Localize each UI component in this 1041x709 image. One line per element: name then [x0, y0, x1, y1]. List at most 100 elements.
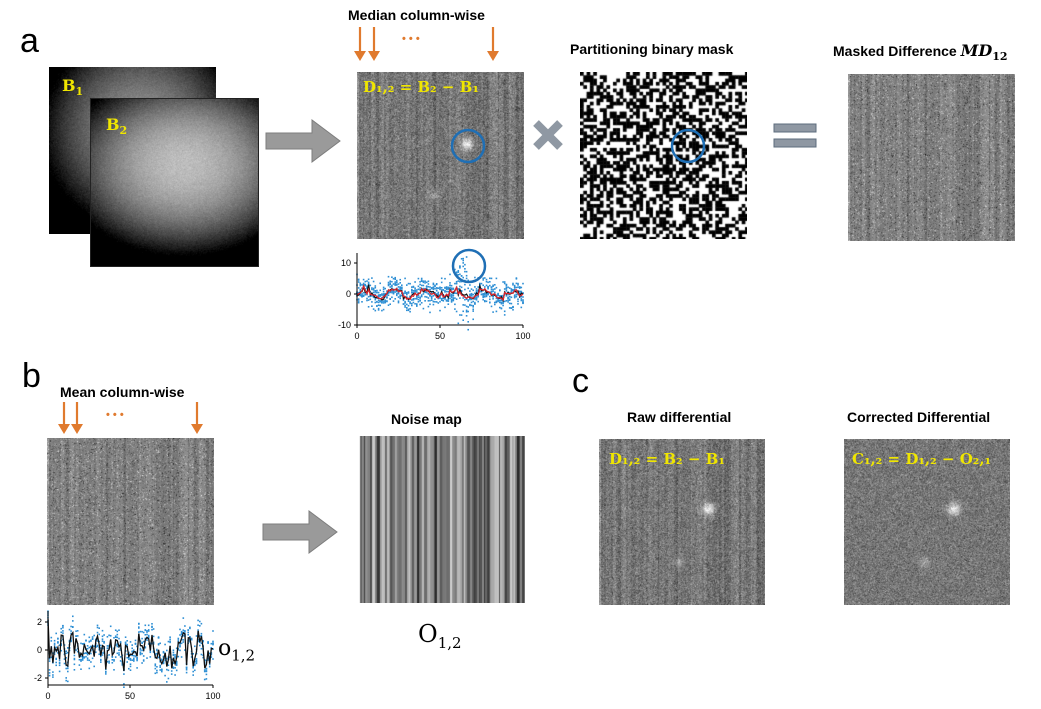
scatter-point: [189, 626, 191, 629]
label-b1: B1: [62, 76, 84, 99]
scatter-point: [72, 615, 74, 618]
scatter-point: [407, 282, 410, 285]
scatter-point: [469, 284, 471, 286]
scatter-point: [470, 304, 473, 307]
scatter-point: [106, 636, 109, 638]
scatter-point: [499, 296, 501, 298]
scatter-point: [454, 297, 456, 299]
scatter-point: [105, 659, 107, 661]
scatter-point: [172, 662, 175, 664]
scatter-point: [513, 296, 516, 299]
scatter-point: [149, 656, 152, 658]
scatter-point: [379, 289, 381, 292]
scatter-point: [100, 649, 102, 652]
scatter-point: [72, 626, 74, 628]
scatter-point: [480, 282, 483, 285]
scatter-point: [128, 658, 130, 660]
scatter-point: [377, 296, 380, 298]
scatter-point: [404, 304, 406, 307]
scatter-point: [477, 295, 479, 298]
scatter-point: [447, 300, 450, 302]
scatter-point: [199, 644, 201, 647]
scatter-point: [427, 293, 430, 295]
scatter-point: [162, 651, 165, 654]
scatter-point: [156, 648, 158, 651]
scatter-point: [65, 677, 67, 679]
scatter-point: [136, 645, 138, 648]
scatter-point: [362, 292, 365, 294]
scatter-point: [429, 311, 431, 314]
scatter-point: [90, 661, 92, 663]
scatter-point: [467, 287, 469, 290]
scatter-point: [134, 655, 137, 658]
scatter-point: [109, 634, 112, 637]
scatter-point: [424, 295, 426, 298]
scatter-point: [139, 653, 142, 656]
scatter-point: [397, 286, 400, 288]
scatter-point: [389, 282, 391, 284]
scatter-point: [377, 307, 380, 310]
scatter-point: [52, 676, 54, 678]
raw-differential-caption: Raw differential: [627, 409, 732, 425]
scatter-point: [136, 667, 138, 669]
scatter-point: [386, 290, 388, 292]
scatter-point: [502, 295, 504, 298]
scatter-point: [416, 289, 418, 291]
scatter-point: [513, 285, 516, 288]
scatter-point: [364, 293, 367, 296]
tick-y-0: 0: [346, 289, 351, 299]
scatter-point: [212, 630, 214, 632]
scatter-point: [434, 298, 436, 300]
scatter-point: [394, 278, 396, 281]
scatter-point: [487, 281, 489, 284]
scatter-point: [367, 278, 370, 281]
scatter-point: [440, 299, 443, 301]
scatter-point: [470, 288, 473, 290]
scatter-point: [508, 295, 511, 298]
scatter-point: [212, 643, 214, 646]
scatter-point: [70, 640, 72, 643]
scatter-point: [357, 301, 360, 304]
scatter-point: [508, 287, 511, 289]
scatter-point: [357, 279, 360, 281]
scatter-point: [470, 295, 473, 297]
scatter-point: [419, 299, 421, 301]
scatter-point: [177, 655, 180, 658]
scatter-point: [416, 304, 418, 307]
scatter-point: [199, 625, 201, 627]
scatter-point: [90, 645, 92, 648]
scatter-point: [449, 284, 451, 286]
scatter-point: [367, 281, 370, 284]
scatter-point: [159, 642, 161, 645]
scatter-point: [437, 302, 440, 304]
scatter-point: [68, 628, 71, 631]
scatter-point: [482, 284, 484, 287]
scatter-point: [469, 290, 471, 292]
scatter-point: [445, 290, 448, 293]
scatter-point: [474, 286, 476, 288]
scatter-point: [113, 637, 115, 639]
scatter-point: [139, 649, 142, 651]
scatter-point: [200, 622, 203, 625]
scatter-point: [76, 630, 79, 632]
scatter-point: [520, 299, 523, 302]
scatter-point: [517, 303, 519, 305]
scatter-point: [65, 652, 67, 655]
scatter-point: [411, 302, 413, 305]
scatter-point: [147, 643, 150, 645]
scatter-point: [503, 310, 506, 313]
scatter-point: [500, 299, 503, 302]
scatter-point: [505, 295, 508, 297]
scatter-point: [172, 654, 175, 657]
scatter-point: [510, 288, 513, 290]
scatter-point: [475, 297, 478, 299]
scatter-point: [502, 281, 504, 283]
scatter-point: [98, 627, 100, 629]
scatter-point: [517, 298, 519, 300]
scatter-point: [472, 310, 474, 312]
scatter-point: [364, 283, 367, 286]
scatter-point: [384, 295, 386, 298]
scatter-point: [151, 623, 153, 625]
scatter-point: [376, 289, 378, 292]
process-arrow-a: [265, 119, 341, 163]
